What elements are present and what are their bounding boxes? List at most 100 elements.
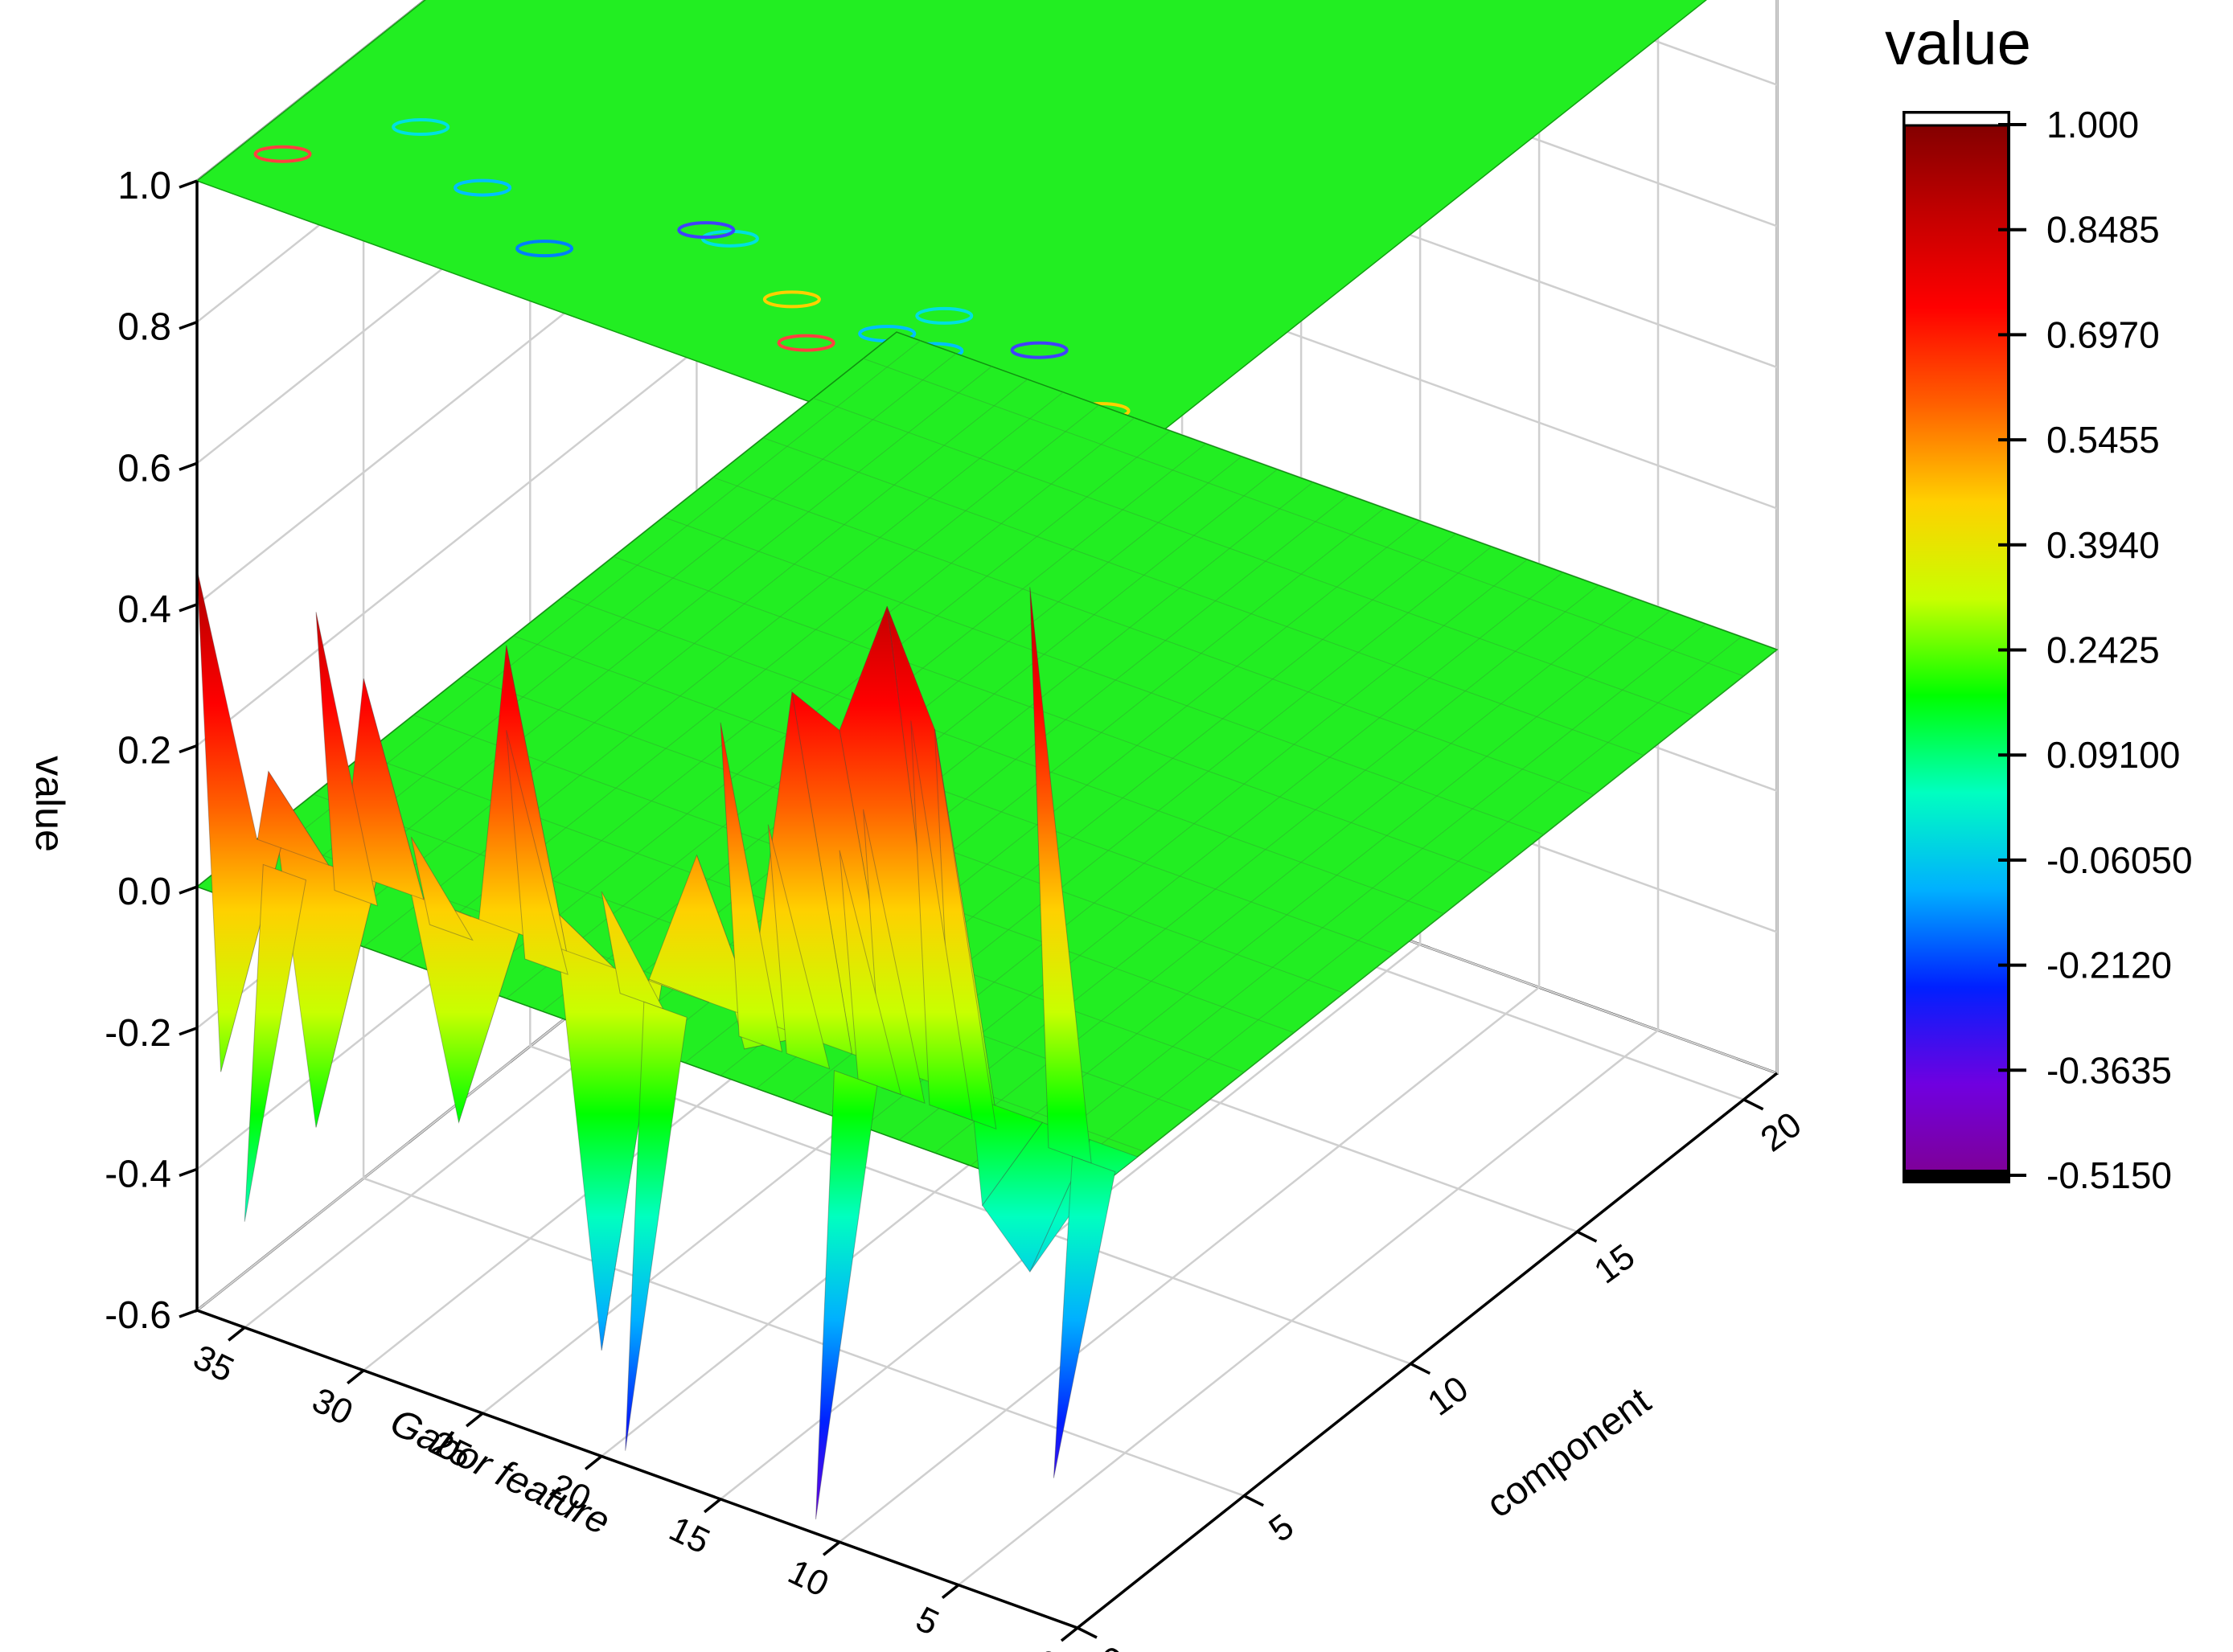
z-axis-ticks: -0.6 -0.4 -0.2 0.0 0.2 0.4 0.6 0.8 1.0 — [105, 165, 198, 1337]
z-tick-mark — [179, 1167, 198, 1178]
surface-mesh — [195, 331, 1779, 1520]
contour-blob — [515, 240, 574, 258]
colorbar-tick-label: 0.5455 — [2046, 419, 2160, 461]
surface-meshline — [327, 379, 1028, 935]
surface-meshline — [1005, 623, 1706, 1179]
z-tick-mark — [179, 744, 198, 754]
contour-blob — [677, 221, 736, 240]
surface-meshline — [513, 635, 1394, 954]
z-tick-mark — [179, 320, 198, 330]
z-tick-label: 0.4 — [117, 588, 171, 631]
colorbar-top-cap — [1903, 111, 2010, 127]
z-axis-label: value — [27, 756, 72, 852]
x-tick-mark — [941, 1584, 960, 1599]
surface-spike — [601, 891, 664, 1010]
y-tick-label: 5 — [1262, 1506, 1301, 1550]
z-tick-label: -0.4 — [105, 1153, 171, 1195]
contour-blob — [915, 306, 974, 325]
colorbar-tick-label: 0.09100 — [2046, 734, 2180, 776]
colorbar-tick-label: -0.3635 — [2046, 1049, 2172, 1091]
colorbar-tick-label: -0.2120 — [2046, 945, 2172, 986]
y-tick-label: 15 — [1587, 1236, 1642, 1291]
surface-meshline — [363, 391, 1064, 948]
x-tick-label: 15 — [663, 1509, 716, 1562]
x-tick-mark — [228, 1326, 246, 1342]
surface-meshline — [292, 366, 992, 922]
colorbar-tick-label: 1.000 — [2046, 104, 2139, 146]
colorbar-gradient — [1903, 111, 2010, 1183]
contour-plane-fill — [195, 0, 1707, 499]
surface-spike — [1029, 587, 1092, 1164]
colorbar: value 1.000 0.8485 0.6970 0.5455 0.3940 0.242… — [1885, 10, 2192, 1196]
z-tick-mark — [179, 1309, 198, 1318]
z-tick-label: -0.2 — [105, 1012, 171, 1055]
surface-meshline — [663, 516, 1545, 835]
surface-spike — [1053, 1155, 1116, 1478]
colorbar-title: value — [1885, 10, 2031, 78]
surface-meshline — [613, 555, 1495, 875]
z-tick-label: 1.0 — [117, 165, 171, 207]
y-tick-label: 10 — [1421, 1368, 1476, 1423]
surface-spike — [625, 1001, 688, 1451]
x-axis-label: Gabor feature — [384, 1400, 616, 1543]
colorbar-tick-label: 0.6970 — [2046, 314, 2160, 355]
z-tick-label: 0.2 — [117, 730, 171, 773]
surface-spike — [506, 730, 569, 975]
surface-spike — [315, 612, 378, 907]
contour-blob — [762, 290, 821, 309]
surface-meshline — [470, 430, 1171, 986]
surface-meshline — [898, 584, 1599, 1141]
surface-meshline — [613, 482, 1314, 1038]
x-tick-label: 5 — [910, 1599, 945, 1643]
contour-projection — [195, 0, 1707, 499]
surface-spike — [410, 836, 474, 941]
z-tick-mark — [179, 461, 198, 471]
x-tick-mark — [703, 1498, 722, 1514]
x-tick-label: 10 — [782, 1552, 835, 1605]
colorbar-ticks: 1.000 0.8485 0.6970 0.5455 0.3940 0.2425 0.091… — [1998, 104, 2193, 1196]
colorbar-tick-label: 0.8485 — [2046, 209, 2160, 251]
colorbar-tick-label: 0.2425 — [2046, 629, 2160, 671]
y-tick-label: 20 — [1754, 1105, 1808, 1159]
surface-meshline — [763, 437, 1644, 756]
surface-meshline — [863, 358, 1744, 677]
x-tick-mark — [585, 1455, 603, 1470]
z-tick-label: 0.0 — [117, 871, 171, 913]
y-tick-mark — [1742, 1098, 1764, 1111]
contour-blob — [392, 118, 450, 137]
z-tick-label: 0.8 — [117, 306, 171, 349]
y-tick-mark — [1410, 1362, 1431, 1375]
colorbar-bottom-cap — [1904, 1170, 2009, 1182]
z-tick-mark — [179, 603, 198, 613]
z-tick-label: 0.6 — [117, 447, 171, 490]
surface-meshline — [970, 610, 1671, 1166]
surface-meshline — [813, 397, 1694, 716]
x-tick-label: 35 — [187, 1338, 240, 1391]
y-tick-mark — [1243, 1494, 1264, 1507]
y-tick-mark — [1077, 1626, 1098, 1639]
x-tick-mark — [1060, 1626, 1079, 1642]
surface-meshline — [1041, 636, 1742, 1192]
z-tick-label: -0.6 — [105, 1294, 171, 1337]
surface-spike — [815, 1069, 878, 1520]
gridline-y — [362, 48, 1245, 1497]
surface-spike — [767, 824, 831, 1070]
contour-blob — [253, 145, 312, 163]
x-tick-mark — [822, 1540, 841, 1556]
x-tick-mark — [347, 1369, 365, 1385]
x-tick-label: 0 — [1029, 1642, 1064, 1652]
z-tick-mark — [179, 179, 198, 189]
y-tick-mark — [1576, 1230, 1598, 1243]
x-tick-label: 30 — [306, 1380, 359, 1433]
y-axis-label: component — [1479, 1379, 1658, 1526]
surface-spike — [720, 722, 783, 1052]
z-tick-mark — [179, 885, 198, 895]
surface-meshline — [712, 477, 1595, 796]
contour-blob — [454, 178, 512, 197]
colorbar-tick-label: -0.06050 — [2046, 839, 2193, 881]
y-tick-label: 0 — [1095, 1638, 1135, 1652]
colorbar-tick-label: -0.5150 — [2046, 1154, 2172, 1196]
x-tick-mark — [466, 1412, 484, 1428]
contour-blob — [777, 334, 835, 352]
z-tick-mark — [179, 1027, 198, 1036]
